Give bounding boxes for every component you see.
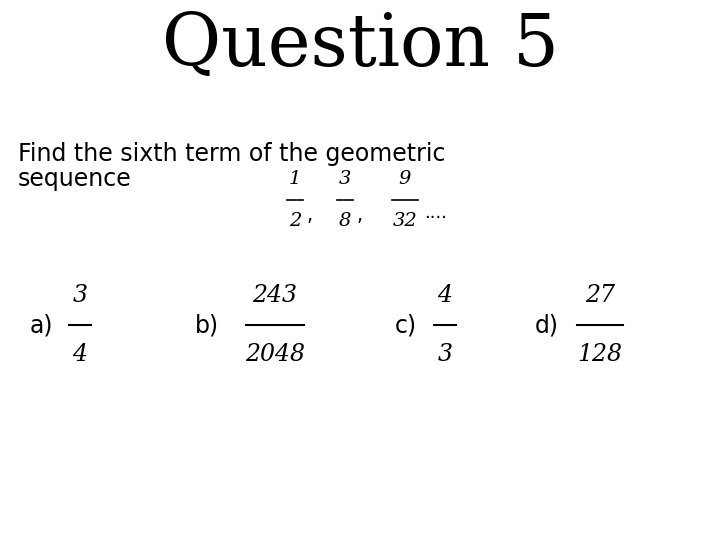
Text: d): d): [535, 313, 559, 337]
Text: c): c): [395, 313, 417, 337]
Text: a): a): [30, 313, 53, 337]
Text: 3: 3: [339, 170, 351, 188]
Text: 2048: 2048: [245, 343, 305, 366]
Text: b): b): [195, 313, 219, 337]
Text: 4: 4: [438, 284, 452, 307]
Text: ,: ,: [307, 206, 313, 225]
Text: 4: 4: [73, 343, 88, 366]
Text: sequence: sequence: [18, 167, 132, 191]
Text: 27: 27: [585, 284, 615, 307]
Text: 8: 8: [339, 212, 351, 230]
Text: 9: 9: [399, 170, 411, 188]
Text: Question 5: Question 5: [161, 10, 559, 80]
Text: 3: 3: [438, 343, 452, 366]
Text: 1: 1: [289, 170, 301, 188]
Text: 128: 128: [577, 343, 623, 366]
Text: 2: 2: [289, 212, 301, 230]
Text: 3: 3: [73, 284, 88, 307]
Text: 32: 32: [392, 212, 418, 230]
Text: ,: ,: [357, 206, 363, 225]
Text: ....: ....: [424, 204, 447, 222]
Text: Find the sixth term of the geometric: Find the sixth term of the geometric: [18, 142, 446, 166]
Text: 243: 243: [253, 284, 297, 307]
